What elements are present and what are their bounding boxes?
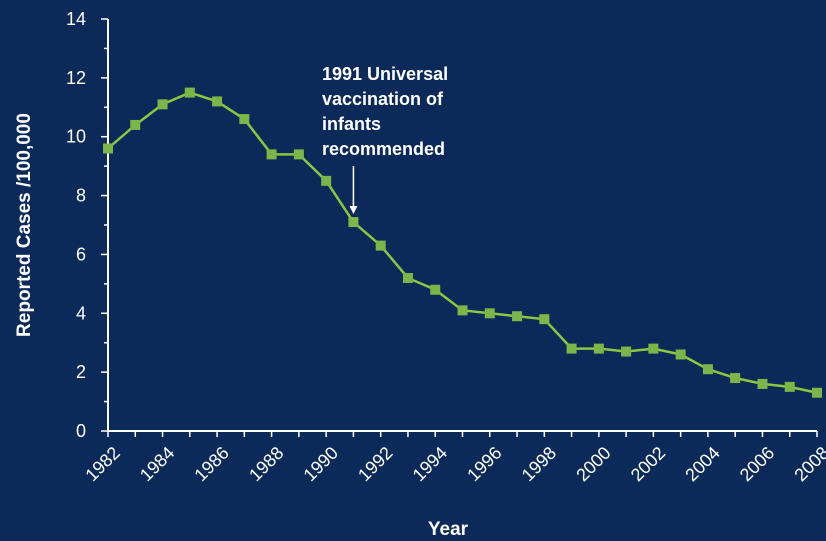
data-point [293, 149, 304, 160]
annotation-line: 1991 Universal [322, 64, 448, 84]
x-tick-label: 1998 [518, 443, 560, 485]
x-tick-label: 1996 [463, 443, 505, 485]
x-tick-label: 2004 [681, 443, 723, 485]
y-tick-label: 14 [66, 9, 86, 29]
data-point [402, 272, 413, 283]
data-point [512, 311, 523, 322]
x-tick-label: 2008 [790, 443, 826, 485]
x-tick-label: 2002 [627, 443, 669, 485]
x-tick-label: 1990 [300, 443, 342, 485]
y-axis-title: Reported Cases /100,000 [14, 113, 35, 337]
data-point [266, 149, 277, 160]
y-tick-label: 12 [66, 68, 86, 88]
x-tick-label: 2000 [572, 443, 614, 485]
x-tick-label: 1992 [354, 443, 396, 485]
data-point [784, 381, 795, 392]
data-point [457, 305, 468, 316]
data-point [593, 343, 604, 354]
x-tick-label: 1986 [190, 443, 232, 485]
x-tick-label: 1988 [245, 443, 287, 485]
data-point [812, 387, 822, 398]
y-tick-label: 4 [76, 303, 86, 323]
annotation-line: recommended [322, 139, 445, 159]
series [103, 87, 822, 398]
y-tick-label: 0 [76, 421, 86, 441]
x-tick-label: 1994 [409, 443, 451, 485]
annotation-line: infants [322, 114, 381, 134]
data-point [566, 343, 577, 354]
data-point [621, 346, 632, 357]
data-point [321, 175, 332, 186]
data-point [130, 119, 141, 130]
data-point [730, 373, 741, 384]
data-point [212, 96, 223, 107]
data-point [757, 378, 768, 389]
data-point [157, 99, 168, 110]
data-point [484, 308, 495, 319]
annotation-text: 1991 Universal vaccination of infants recom… [322, 64, 448, 159]
data-point [239, 114, 250, 125]
x-tick-label: 2006 [736, 443, 778, 485]
data-point [103, 143, 113, 154]
y-tick-label: 8 [76, 186, 86, 206]
data-point [184, 87, 195, 98]
data-point [348, 217, 359, 228]
annotation-arrow-head [349, 206, 358, 215]
x-tick-label: 1982 [81, 443, 123, 485]
x-axis-title: Year [428, 519, 469, 540]
y-tick-label: 6 [76, 244, 86, 264]
y-tick-label: 10 [66, 127, 86, 147]
x-tick-label: 1984 [136, 443, 178, 485]
data-point [702, 364, 713, 375]
data-point [375, 240, 386, 251]
data-point [648, 343, 659, 354]
data-point [539, 314, 550, 325]
data-point [675, 349, 686, 360]
annotation: 1991 Universal vaccination of infants recom… [322, 64, 448, 215]
y-tick-label: 2 [76, 362, 86, 382]
annotation-line: vaccination of [322, 89, 444, 109]
series-line [107, 91, 818, 394]
data-point [430, 284, 441, 295]
